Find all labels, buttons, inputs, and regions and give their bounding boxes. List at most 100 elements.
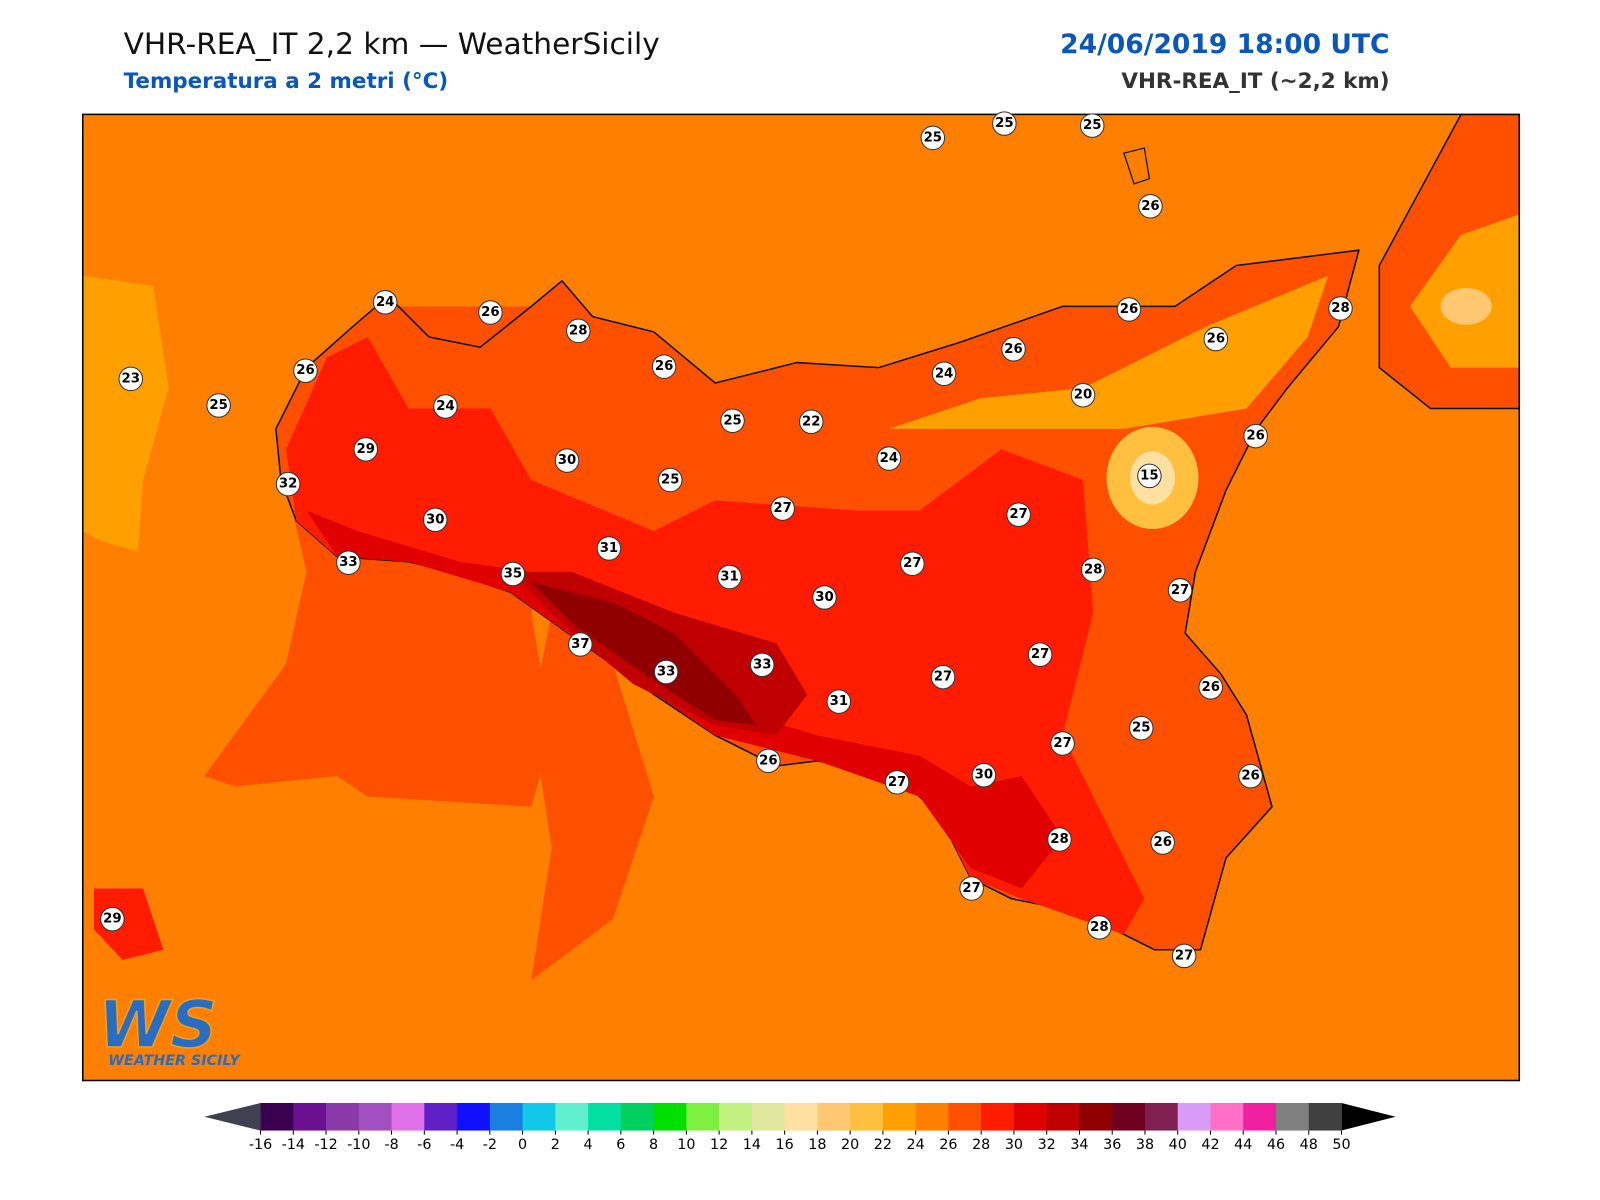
island	[1123, 147, 1151, 185]
station-value: 27	[888, 775, 906, 790]
colorbar-segment	[522, 1102, 556, 1131]
station-value: 24	[880, 451, 898, 466]
colorbar-segment	[457, 1102, 491, 1131]
station-marker	[756, 748, 781, 774]
station-marker	[1087, 915, 1112, 940]
station-marker	[336, 550, 361, 575]
station-value: 26	[1153, 835, 1171, 850]
field-cooler	[1440, 288, 1492, 325]
colorbar-segment	[588, 1102, 622, 1131]
colorbar-tick-label: 22	[874, 1137, 892, 1153]
colorbar-segment	[719, 1102, 753, 1131]
colorbar-segment	[391, 1102, 425, 1131]
station-value: 30	[558, 453, 576, 468]
station-value: 26	[1120, 302, 1138, 317]
station-value: 31	[830, 694, 848, 709]
station-marker	[959, 876, 984, 901]
colorbar-tick-label: -14	[282, 1137, 305, 1153]
station-marker	[1001, 337, 1026, 362]
station-marker	[1050, 731, 1075, 756]
station-marker	[554, 448, 580, 473]
colorbar-segment	[1079, 1102, 1113, 1131]
station-marker	[353, 437, 379, 462]
colorbar-tick-label: 18	[808, 1137, 826, 1153]
station-value: 28	[1084, 562, 1102, 577]
colorbar-tick-label: -8	[384, 1137, 398, 1153]
colorbar-tick-label: 42	[1201, 1137, 1219, 1153]
colorbar-segment	[1144, 1102, 1179, 1131]
station-value: 27	[1171, 583, 1189, 598]
station-value: 24	[935, 366, 953, 381]
station-marker	[1137, 463, 1162, 489]
colorbar-over	[1341, 1102, 1396, 1131]
station-marker	[884, 770, 910, 795]
colorbar-under	[204, 1102, 261, 1131]
station-value: 32	[279, 477, 297, 492]
station-value: 29	[103, 912, 121, 927]
station-marker	[1238, 763, 1263, 789]
field-hot	[531, 612, 654, 981]
station-marker	[826, 689, 852, 714]
station-value: 26	[1004, 342, 1022, 357]
station-marker	[500, 561, 526, 587]
station-marker	[1167, 578, 1193, 603]
colorbar-tick-label: 12	[710, 1137, 728, 1153]
temperature-field	[82, 114, 1520, 1081]
colorbar-segment	[555, 1102, 589, 1131]
colorbar-tick-label: -10	[347, 1137, 370, 1153]
station-marker	[920, 125, 946, 151]
colorbar-segment	[882, 1102, 917, 1131]
colorbar-tick-label: 24	[907, 1137, 925, 1153]
colorbar-tick-label: 10	[677, 1137, 695, 1153]
colorbar-segment	[1243, 1102, 1277, 1131]
field-island	[93, 888, 164, 960]
station-value: 15	[1140, 468, 1158, 483]
colorbar-tick-label: 4	[584, 1137, 593, 1153]
model: VHR-REA_IT (~2,2 km)	[1121, 69, 1389, 94]
colorbar-segment	[850, 1102, 884, 1131]
station-marker	[770, 496, 795, 521]
colorbar-tick-label: 20	[841, 1137, 859, 1153]
station-value: 33	[753, 657, 771, 672]
colorbar-segment	[1275, 1102, 1310, 1131]
station-marker	[1138, 194, 1163, 219]
station-marker	[1116, 297, 1142, 322]
station-value: 20	[1074, 388, 1092, 403]
field-cool	[888, 275, 1329, 429]
logo: WS WEATHER SICILY	[97, 986, 241, 1069]
station-marker	[275, 471, 301, 497]
colorbar-tick-label: 34	[1070, 1137, 1088, 1153]
station-marker	[876, 446, 902, 471]
station-value: 25	[723, 413, 741, 428]
colorbar-tick-label: 48	[1300, 1137, 1318, 1153]
station-value: 25	[209, 398, 227, 413]
station-marker	[100, 906, 125, 932]
colorbar-tick-label: 30	[1005, 1137, 1023, 1153]
station-marker	[900, 551, 925, 576]
colorbar-segment	[751, 1102, 786, 1131]
station-value: 25	[1083, 118, 1101, 133]
station-value: 26	[1241, 769, 1259, 784]
station-marker	[1080, 557, 1106, 583]
colorbar-tick-label: 44	[1234, 1137, 1252, 1153]
station-marker	[1198, 675, 1223, 700]
colorbar-segment	[981, 1102, 1015, 1131]
station-value: 28	[569, 323, 587, 338]
station-marker	[1047, 827, 1072, 852]
station-value: 25	[924, 130, 942, 145]
stations: 25 25 25 26 24 26 28 26 23 25 24 26 29 30 32 30 33 35 31 25…	[100, 111, 1353, 969]
station-value: 24	[436, 399, 454, 414]
station-value: 31	[600, 541, 618, 556]
station-value: 25	[661, 473, 679, 488]
station-marker	[720, 408, 745, 434]
colorbar-segment	[1308, 1102, 1343, 1131]
station-value: 27	[962, 881, 980, 896]
station-marker	[930, 664, 956, 690]
colorbar-tick-label: 50	[1332, 1137, 1350, 1153]
station-value: 26	[1207, 332, 1225, 347]
station-value: 22	[802, 414, 820, 429]
colorbar-tick-label: -2	[483, 1137, 497, 1153]
station-marker	[1006, 502, 1031, 527]
